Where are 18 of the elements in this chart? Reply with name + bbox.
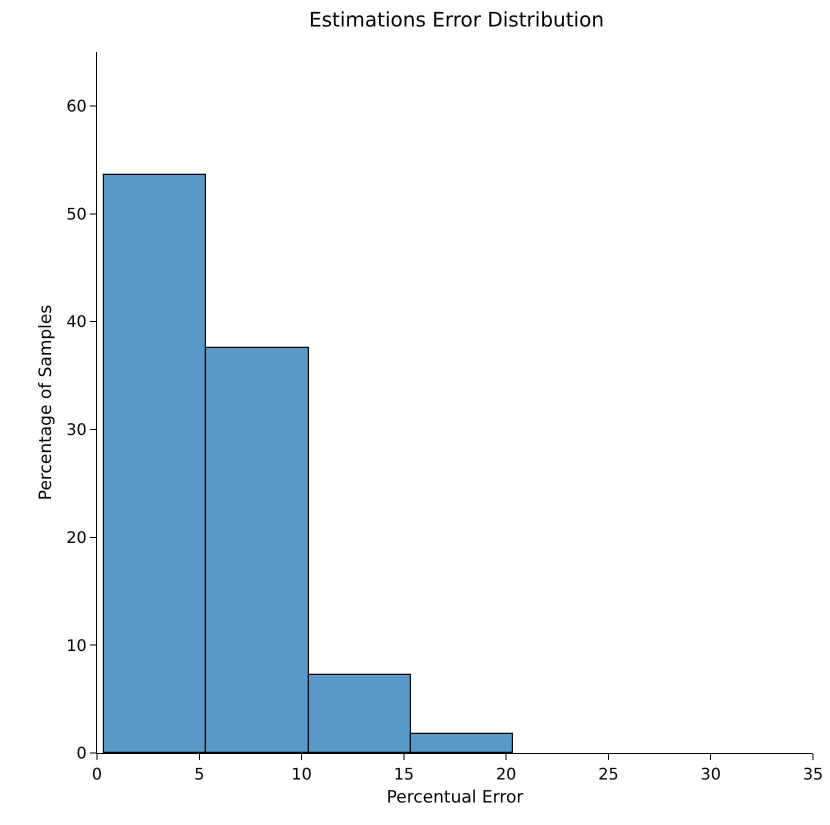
y-tick-label: 10 — [66, 636, 87, 655]
chart-title: Estimations Error Distribution — [308, 7, 604, 32]
y-tick-label: 30 — [66, 420, 87, 440]
x-tick-label: 20 — [496, 764, 516, 784]
x-axis-title: Percentual Error — [386, 788, 524, 808]
y-tick-label: 0 — [76, 744, 87, 763]
x-tick-label: 35 — [802, 764, 824, 784]
x-tick-label: 10 — [291, 764, 312, 784]
x-tick-label: 5 — [194, 764, 204, 784]
x-tick-label: 25 — [598, 764, 619, 784]
y-axis-title: Percentage of Samples — [36, 304, 56, 500]
y-tick-label: 20 — [66, 528, 87, 547]
y-tick-label: 60 — [66, 96, 87, 116]
y-tick-label: 50 — [66, 204, 87, 224]
x-tick-label: 30 — [700, 764, 721, 784]
x-tick-label: 0 — [92, 764, 102, 784]
x-tick-label: 15 — [394, 764, 414, 784]
y-tick-label: 40 — [66, 312, 87, 332]
